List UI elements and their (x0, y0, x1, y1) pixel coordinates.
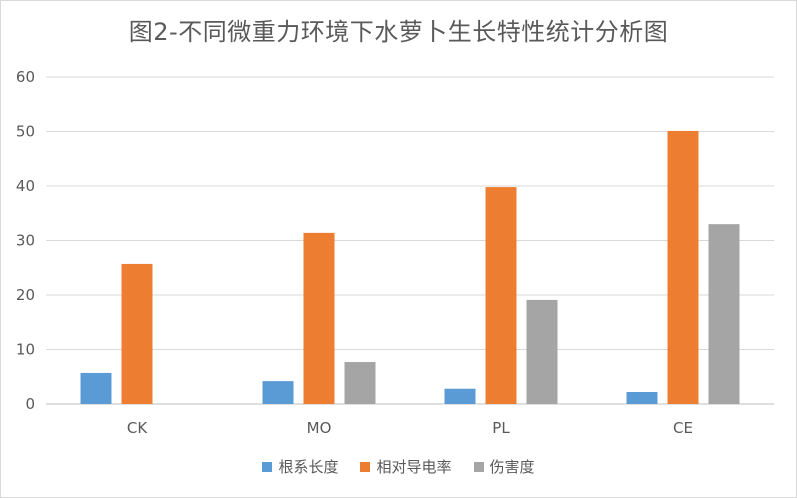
x-tick-label-CK: CK (127, 419, 148, 437)
bar-CK-2 (121, 263, 153, 404)
legend-swatch-conductivity (360, 461, 371, 472)
bar-CE-3 (708, 224, 740, 404)
y-tick-label-20: 20 (16, 286, 35, 304)
legend-item-conductivity: 相对导电率 (360, 456, 452, 477)
legend-label-damage: 伤害度 (489, 458, 535, 476)
legend-swatch-root-length (262, 461, 273, 472)
x-tick-label-CE: CE (673, 419, 693, 437)
bar-MO-3 (344, 362, 376, 404)
bar-MO-1 (262, 381, 294, 404)
y-tick-label-50: 50 (16, 123, 35, 141)
legend-swatch-damage (473, 461, 484, 472)
y-tick-label-0: 0 (25, 395, 35, 413)
y-tick-label-10: 10 (16, 341, 35, 359)
legend-label-conductivity: 相对导电率 (376, 458, 452, 476)
bar-MO-2 (303, 232, 335, 404)
chart-title: 图2-不同微重力环境下水萝卜生长特性统计分析图 (128, 18, 669, 46)
bar-CK-1 (80, 372, 112, 404)
bar-PL-1 (444, 388, 476, 404)
x-tick-label-PL: PL (492, 419, 510, 437)
bar-PL-2 (485, 187, 517, 404)
y-tick-label-40: 40 (16, 177, 35, 195)
bar-CE-1 (626, 392, 658, 404)
bar-CE-2 (667, 130, 699, 404)
chart-legend: 根系长度 相对导电率 伤害度 (0, 456, 797, 477)
x-tick-label-MO: MO (307, 419, 332, 437)
y-tick-label-30: 30 (16, 232, 35, 250)
y-tick-label-60: 60 (16, 68, 35, 86)
legend-item-root-length: 根系长度 (262, 456, 338, 477)
legend-label-root-length: 根系长度 (278, 458, 339, 476)
bar-PL-3 (526, 299, 558, 404)
legend-item-damage: 伤害度 (473, 456, 535, 477)
